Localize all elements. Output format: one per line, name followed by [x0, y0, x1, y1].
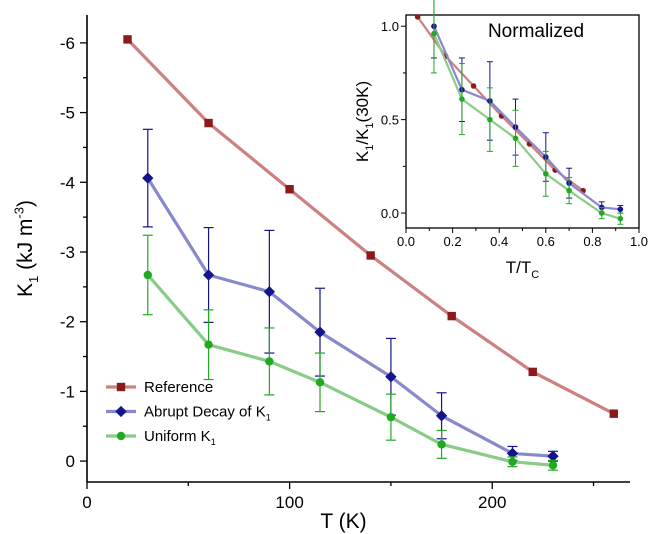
legend-label: Reference	[144, 379, 213, 396]
x-tick-label: 0	[82, 493, 91, 512]
y-tick-label: 0	[66, 452, 75, 471]
data-point	[142, 172, 154, 184]
inset-x-tick-label: 0.4	[490, 234, 508, 249]
inset-data-point	[617, 215, 624, 222]
y-tick-label: -4	[60, 173, 75, 192]
inset-series-line	[432, 25, 621, 211]
series-2	[142, 234, 559, 471]
data-point	[528, 367, 537, 377]
data-point	[314, 326, 326, 338]
inset-series-2	[430, 0, 624, 225]
inset-x-axis-title: T/TC	[506, 258, 540, 281]
inset-data-point	[598, 210, 605, 216]
y-tick-label: -6	[60, 34, 75, 53]
inset-data-point	[543, 171, 549, 177]
data-point	[547, 450, 559, 462]
data-point	[204, 340, 213, 349]
data-point	[263, 286, 276, 298]
y-tick-label: -1	[60, 382, 75, 401]
data-point	[508, 457, 517, 466]
inset-data-point	[470, 83, 477, 89]
data-point	[435, 410, 448, 422]
inset-x-tick-label: 0.6	[537, 234, 555, 249]
inset-data-point	[566, 187, 572, 194]
legend-marker	[116, 382, 126, 392]
inset-data-point	[414, 14, 421, 20]
inset-x-tick-label: 1.0	[630, 234, 648, 249]
inset-data-point	[617, 206, 624, 213]
y-tick-label: -2	[60, 313, 75, 332]
x-axis-title: T (K)	[320, 510, 366, 533]
inset-y-tick-label: 0.0	[381, 206, 399, 221]
data-point	[548, 461, 558, 470]
inset-x-tick-label: 0.2	[444, 234, 462, 249]
legend-marker	[115, 405, 127, 418]
legend-marker	[116, 431, 126, 441]
inset-data-point	[459, 96, 465, 102]
series-0	[123, 35, 618, 418]
inset-chart: 0.0 0.2 0.4 0.6 0.8 1.0 0.0 0.5 1.0 T/TC K1/K1(30K…	[353, 0, 648, 281]
y-tick-label: -3	[60, 243, 75, 262]
data-point	[204, 118, 213, 128]
x-tick-label: 200	[478, 493, 506, 512]
data-point	[123, 35, 132, 44]
data-point	[506, 447, 519, 460]
data-point	[366, 251, 375, 260]
inset-y-tick-label: 1.0	[381, 19, 399, 34]
inset-y-axis-title: K1/K1(30K)	[353, 81, 376, 162]
legend-label: Abrupt Decay of K1	[144, 404, 271, 423]
data-point	[386, 412, 396, 422]
inset-x-tick-label: 0.8	[583, 234, 601, 249]
data-point	[143, 270, 152, 280]
inset-series-line	[432, 33, 621, 220]
y-axis-title: K1 (kJ m-3)	[12, 200, 41, 297]
data-point	[609, 409, 618, 418]
main-chart: 0 100 200 0 -1 -2 -3 -4 -5 -6 T (K) K1 (kJ m-3) Refe…	[12, 15, 630, 533]
data-point	[202, 269, 215, 281]
data-point	[265, 357, 274, 366]
inset-data-point	[431, 30, 437, 37]
inset-data-point	[512, 135, 519, 142]
inset-x-tick-label: 0.0	[397, 234, 415, 249]
y-tick-label: -5	[60, 104, 75, 123]
inset-title: Normalized	[488, 21, 584, 42]
data-point	[385, 371, 397, 383]
data-point	[437, 440, 446, 449]
inset-frame	[405, 14, 640, 229]
legend: Reference Abrupt Decay of K1 Uniform K1	[106, 379, 271, 447]
legend-label: Uniform K1	[144, 428, 216, 447]
x-tick-label: 100	[275, 493, 303, 512]
data-point	[447, 311, 456, 321]
series-line	[146, 273, 554, 467]
inset-y-tick-label: 0.5	[381, 113, 399, 128]
data-point	[285, 185, 294, 194]
inset-data-point	[487, 116, 493, 123]
data-point	[315, 378, 325, 387]
series-line	[146, 177, 554, 458]
